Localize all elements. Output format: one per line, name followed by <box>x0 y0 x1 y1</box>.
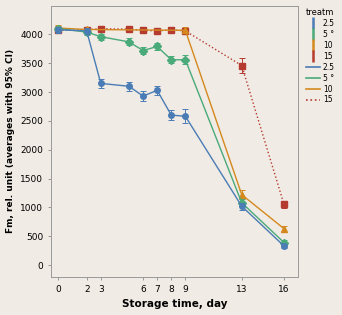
Legend: 2.5, 5 °, 10, 15, 2.5, 5 °, 10, 15: 2.5, 5 °, 10, 15, 2.5, 5 °, 10, 15 <box>304 7 336 106</box>
Y-axis label: Fm, rel. unit (averages with 95% CI): Fm, rel. unit (averages with 95% CI) <box>5 49 15 233</box>
X-axis label: Storage time, day: Storage time, day <box>122 300 227 309</box>
